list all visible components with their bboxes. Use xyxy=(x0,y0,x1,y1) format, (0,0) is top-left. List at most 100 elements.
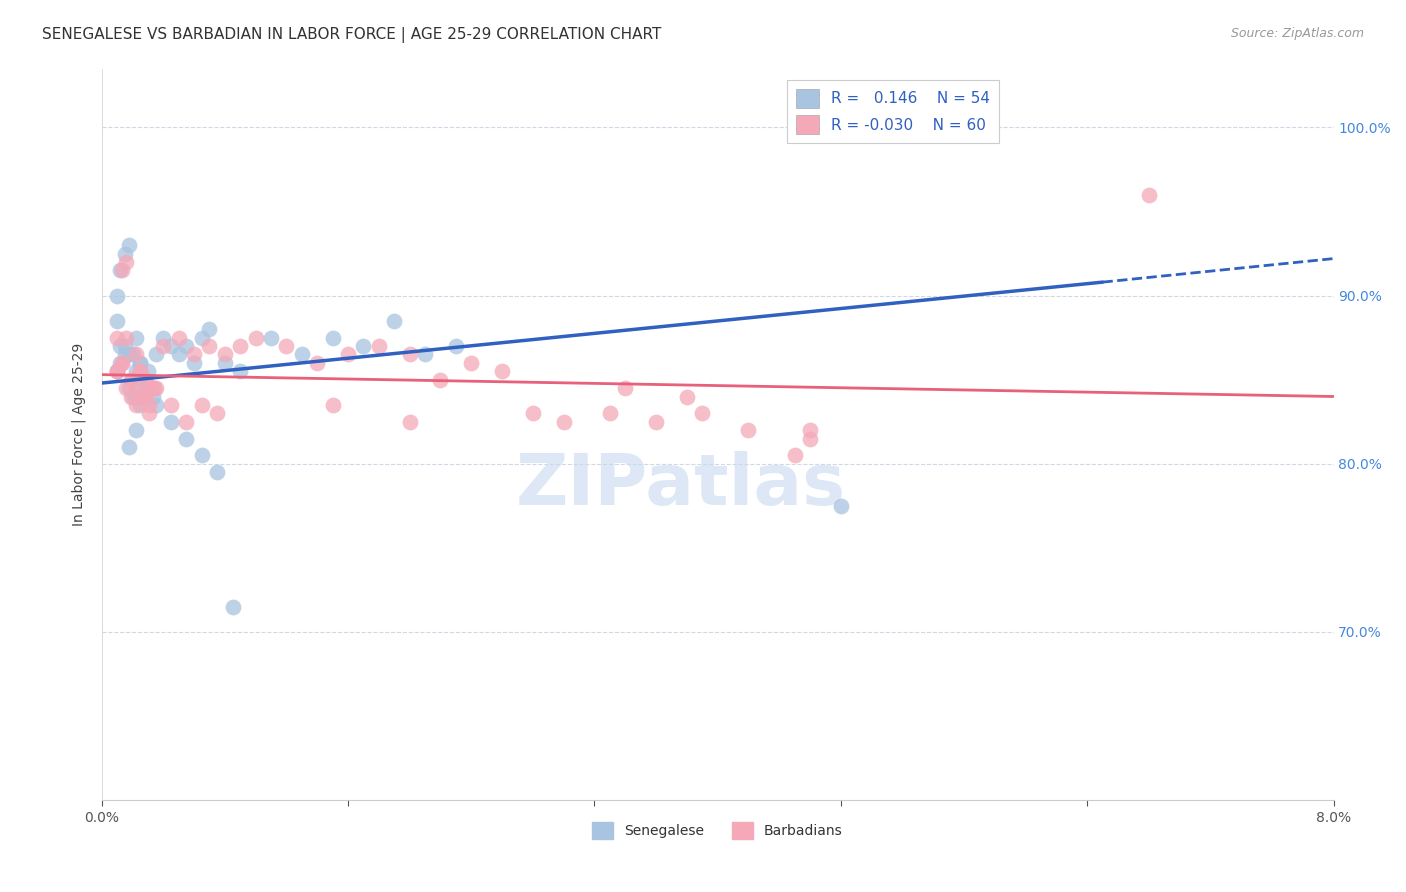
Point xyxy=(152,331,174,345)
Point xyxy=(398,415,420,429)
Point xyxy=(799,432,821,446)
Point xyxy=(160,339,183,353)
Point xyxy=(124,331,146,345)
Point xyxy=(145,381,167,395)
Point xyxy=(198,339,221,353)
Point xyxy=(115,255,138,269)
Point xyxy=(205,406,228,420)
Point xyxy=(229,364,252,378)
Point xyxy=(291,347,314,361)
Point xyxy=(145,398,167,412)
Point xyxy=(145,347,167,361)
Point xyxy=(160,398,183,412)
Point xyxy=(167,331,190,345)
Point xyxy=(120,373,142,387)
Point xyxy=(118,238,141,252)
Point xyxy=(229,339,252,353)
Point xyxy=(129,390,152,404)
Point xyxy=(176,432,198,446)
Point xyxy=(108,339,131,353)
Point xyxy=(522,406,544,420)
Point xyxy=(221,599,243,614)
Point xyxy=(143,381,166,395)
Point xyxy=(108,263,131,277)
Point xyxy=(214,347,236,361)
Point xyxy=(134,373,156,387)
Point xyxy=(121,390,143,404)
Point xyxy=(690,406,713,420)
Point xyxy=(114,339,136,353)
Point xyxy=(176,415,198,429)
Point xyxy=(124,423,146,437)
Point xyxy=(444,339,467,353)
Text: Source: ZipAtlas.com: Source: ZipAtlas.com xyxy=(1230,27,1364,40)
Point xyxy=(136,381,159,395)
Point xyxy=(276,339,298,353)
Point xyxy=(129,356,152,370)
Point xyxy=(134,373,156,387)
Point xyxy=(191,398,214,412)
Point xyxy=(134,373,156,387)
Point xyxy=(114,347,136,361)
Point xyxy=(413,347,436,361)
Point xyxy=(183,347,205,361)
Point xyxy=(134,381,156,395)
Point xyxy=(398,347,420,361)
Point xyxy=(111,356,134,370)
Point xyxy=(111,356,134,370)
Point xyxy=(129,364,152,378)
Point xyxy=(124,381,146,395)
Point xyxy=(214,356,236,370)
Point xyxy=(675,390,697,404)
Point xyxy=(167,347,190,361)
Point xyxy=(105,331,128,345)
Point xyxy=(124,398,146,412)
Point xyxy=(134,390,156,404)
Point xyxy=(260,331,283,345)
Point xyxy=(307,356,329,370)
Point xyxy=(337,347,360,361)
Point xyxy=(599,406,621,420)
Point xyxy=(114,246,136,260)
Point xyxy=(138,398,160,412)
Point xyxy=(141,390,163,404)
Point xyxy=(115,331,138,345)
Point xyxy=(322,398,344,412)
Point xyxy=(115,381,138,395)
Point xyxy=(176,339,198,353)
Point xyxy=(198,322,221,336)
Point xyxy=(129,356,152,370)
Y-axis label: In Labor Force | Age 25-29: In Labor Force | Age 25-29 xyxy=(72,343,86,526)
Point xyxy=(120,390,142,404)
Point xyxy=(129,398,152,412)
Point xyxy=(645,415,668,429)
Text: ZIPatlas: ZIPatlas xyxy=(516,451,846,520)
Point xyxy=(124,364,146,378)
Point xyxy=(429,373,451,387)
Point xyxy=(614,381,637,395)
Point xyxy=(1137,187,1160,202)
Point xyxy=(136,381,159,395)
Point xyxy=(143,381,166,395)
Point xyxy=(124,347,146,361)
Point xyxy=(353,339,375,353)
Point xyxy=(105,364,128,378)
Point xyxy=(105,364,128,378)
Point xyxy=(183,356,205,370)
Point xyxy=(491,364,513,378)
Point xyxy=(799,423,821,437)
Point xyxy=(121,373,143,387)
Point xyxy=(118,347,141,361)
Point xyxy=(118,440,141,454)
Point xyxy=(111,263,134,277)
Point xyxy=(160,415,183,429)
Point xyxy=(105,288,128,302)
Point xyxy=(105,314,128,328)
Point xyxy=(460,356,482,370)
Point xyxy=(105,364,128,378)
Point xyxy=(553,415,575,429)
Point xyxy=(138,406,160,420)
Point xyxy=(138,381,160,395)
Point xyxy=(367,339,389,353)
Point xyxy=(121,347,143,361)
